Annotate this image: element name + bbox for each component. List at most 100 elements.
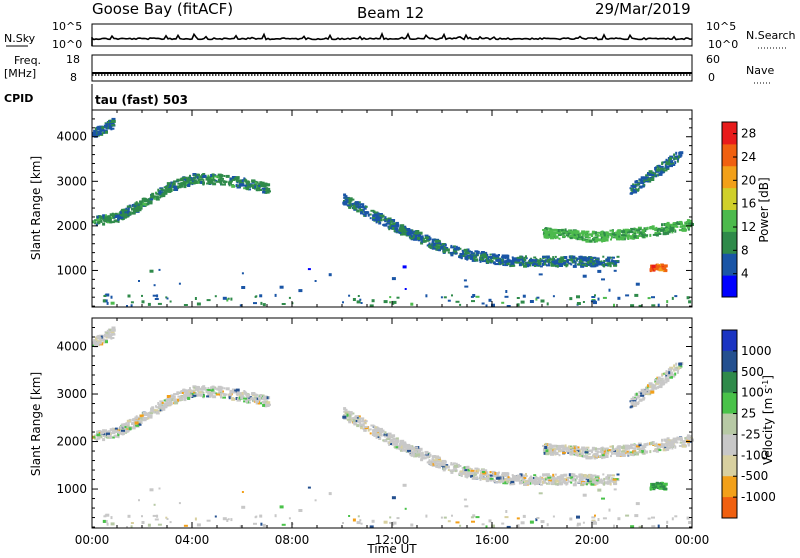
power-echo (663, 228, 666, 232)
velocity-echo (548, 479, 552, 482)
power-echo (582, 274, 587, 278)
power-echo (205, 177, 210, 181)
power-echo (447, 299, 451, 302)
power-echo (352, 202, 355, 206)
power-echo (462, 254, 466, 257)
power-echo (609, 234, 613, 236)
velocity-echo (607, 476, 611, 480)
power-echo (594, 236, 598, 239)
power-echo (608, 260, 611, 263)
velocity-echo (537, 480, 542, 483)
velocity-echo (102, 435, 106, 437)
power-echo (393, 230, 396, 233)
power-echo (266, 187, 271, 191)
power-echo (128, 212, 132, 216)
power-echo (585, 239, 590, 243)
velocity-echo (587, 453, 591, 455)
power-echo (134, 207, 139, 210)
power-echo (678, 229, 683, 232)
velocity-echo (638, 451, 642, 454)
power-echo (658, 268, 663, 272)
power-echo (192, 181, 197, 184)
nsky-trace (91, 31, 693, 46)
velocity-echo (536, 477, 540, 481)
power-echo (554, 235, 559, 239)
power-echo (672, 222, 676, 225)
velocity-echo (413, 450, 418, 454)
power-echo (181, 179, 184, 182)
power-echo (470, 250, 473, 253)
velocity-echo (562, 477, 565, 481)
power-echo (189, 182, 194, 185)
power-echo (487, 261, 490, 264)
velocity-echo (664, 446, 667, 449)
velocity-echo (428, 461, 432, 465)
velocity-echo (217, 391, 220, 395)
power-echo (396, 296, 400, 299)
power-echo (665, 160, 668, 164)
velocity-echo (102, 335, 104, 339)
power-echo (643, 183, 646, 187)
power-echo (102, 126, 104, 129)
power-echo (589, 259, 593, 263)
velocity-echo (664, 438, 669, 442)
power-echo (139, 200, 144, 204)
power-echo (422, 239, 427, 243)
velocity-echo (254, 394, 257, 397)
velocity-echo (369, 525, 374, 529)
power-ylabel: Slant Range [km] (29, 156, 43, 260)
power-echo (595, 261, 599, 265)
velocity-echo (673, 440, 677, 444)
power-echo (119, 211, 122, 215)
velocity-echo (100, 435, 103, 439)
power-echo (541, 263, 544, 266)
velocity-echo (399, 444, 401, 448)
power-echo (227, 297, 230, 300)
power-echo (157, 302, 162, 305)
velocity-echo (627, 447, 630, 450)
power-echo (402, 226, 405, 230)
power-echo (98, 215, 102, 218)
power-echo (138, 280, 140, 282)
velocity-echo (360, 522, 363, 525)
power-echo (452, 251, 455, 254)
velocity-echo (613, 488, 617, 491)
power-echo (404, 232, 409, 235)
power-echo (589, 257, 593, 259)
velocity-echo (671, 517, 674, 521)
power-echo (211, 173, 215, 177)
power-echo (534, 265, 536, 267)
power-echo (671, 225, 675, 228)
velocity-echo (472, 514, 476, 518)
velocity-echo (504, 516, 509, 519)
velocity-echo (584, 451, 589, 454)
velocity-echo (578, 451, 581, 454)
velocity-echo (654, 448, 657, 450)
power-echo (189, 181, 193, 183)
power-echo (490, 258, 493, 261)
power-echo (149, 202, 153, 205)
power-echo (678, 154, 683, 157)
velocity-echo (631, 444, 636, 447)
velocity-echo (153, 503, 156, 506)
power-echo (243, 177, 246, 181)
velocity-echo (651, 386, 655, 389)
power-echo (219, 174, 224, 178)
power-echo (155, 195, 159, 198)
power-echo (120, 216, 124, 219)
power-echo (645, 180, 650, 183)
power-echo (566, 259, 570, 261)
power-echo (383, 218, 388, 222)
power-echo (685, 221, 690, 223)
velocity-echo (576, 481, 580, 484)
power-echo (100, 219, 103, 223)
velocity-echo (352, 417, 355, 420)
power-echo (677, 158, 680, 161)
power-echo (253, 183, 257, 186)
power-echo (558, 260, 563, 263)
velocity-echo (105, 429, 107, 432)
velocity-echo (665, 447, 670, 451)
power-echo (414, 232, 419, 235)
power-echo (202, 181, 205, 185)
velocity-echo (407, 449, 411, 452)
